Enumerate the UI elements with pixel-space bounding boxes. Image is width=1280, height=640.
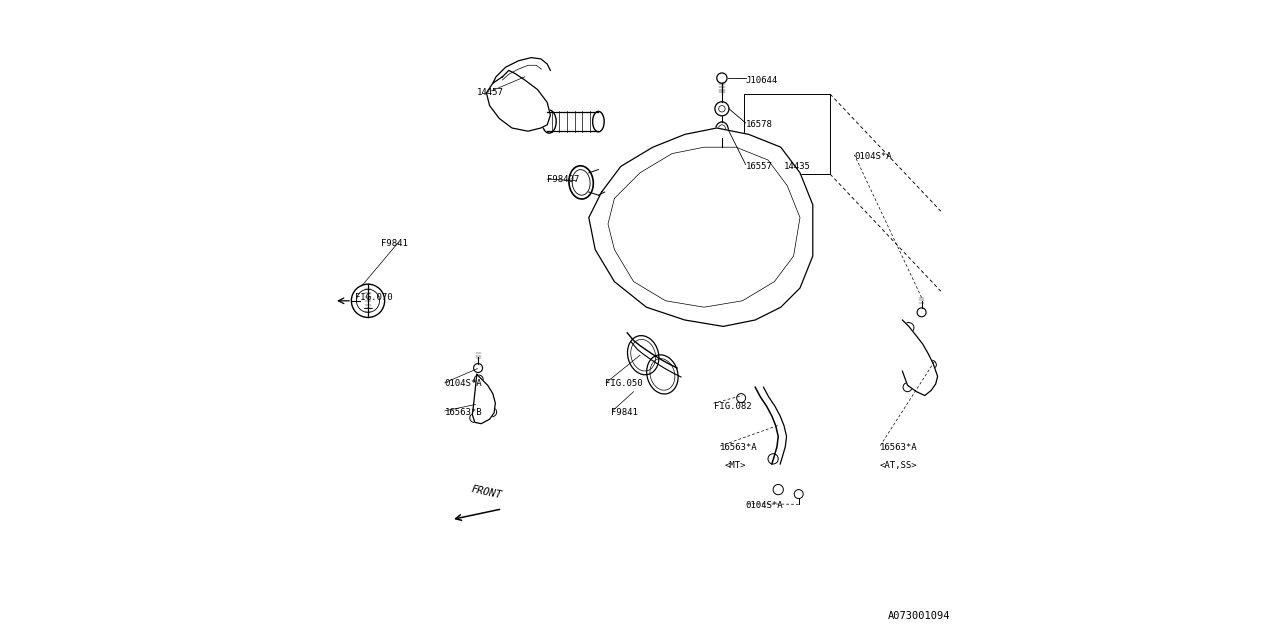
Text: FIG.070: FIG.070	[356, 293, 393, 302]
Text: <MT>: <MT>	[724, 461, 746, 470]
Text: <AT,SS>: <AT,SS>	[881, 461, 918, 470]
Text: FIG.050: FIG.050	[604, 380, 643, 388]
Text: F98407: F98407	[548, 175, 580, 184]
Text: 16563*A: 16563*A	[719, 444, 758, 452]
Text: F9841: F9841	[612, 408, 637, 417]
Text: 16563*A: 16563*A	[881, 444, 918, 452]
Text: 16578: 16578	[745, 120, 772, 129]
Text: 16557: 16557	[745, 162, 772, 171]
Polygon shape	[493, 58, 550, 83]
Text: FIG.082: FIG.082	[714, 402, 751, 411]
Text: F9841: F9841	[381, 239, 407, 248]
Text: 0104S*A: 0104S*A	[855, 152, 892, 161]
Text: 16563*B: 16563*B	[445, 408, 483, 417]
Text: 14457: 14457	[477, 88, 503, 97]
Text: A073001094: A073001094	[888, 611, 950, 621]
Text: 14435: 14435	[783, 162, 810, 171]
Polygon shape	[589, 128, 813, 326]
Polygon shape	[486, 70, 550, 131]
Polygon shape	[472, 374, 495, 424]
Text: 0104S*A: 0104S*A	[445, 380, 483, 388]
Text: J10644: J10644	[745, 76, 778, 84]
Text: 0104S*A: 0104S*A	[745, 501, 783, 510]
Polygon shape	[902, 320, 937, 396]
Text: FRONT: FRONT	[470, 484, 503, 500]
Bar	[744, 94, 831, 174]
